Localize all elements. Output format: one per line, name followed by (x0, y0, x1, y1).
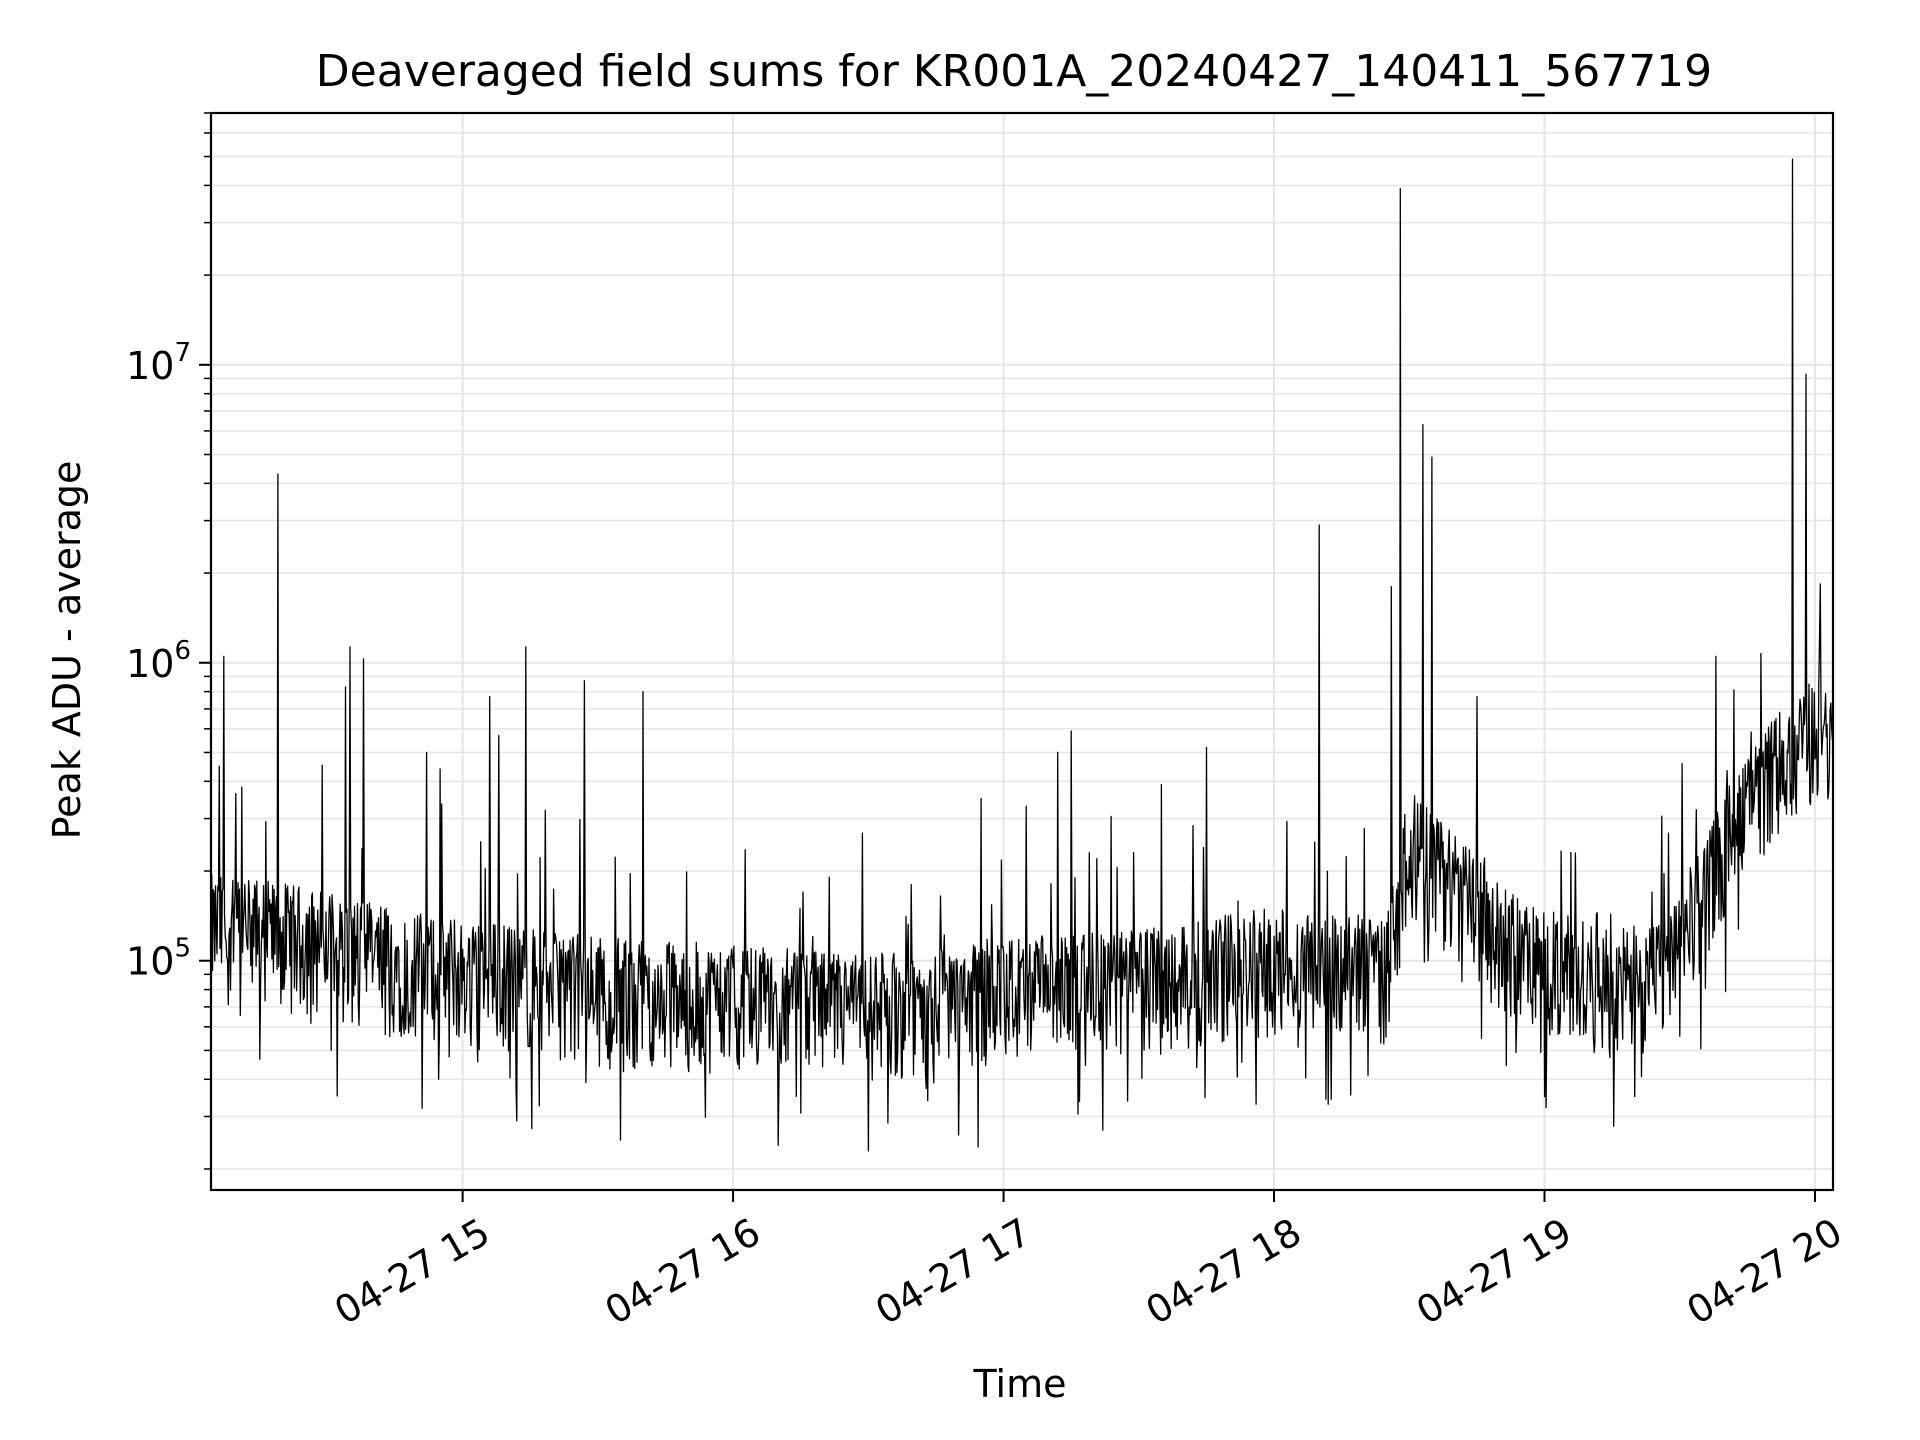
y-tick-label: 105 (126, 934, 191, 984)
grid (211, 112, 1833, 1190)
x-axis-label: Time (973, 1362, 1067, 1406)
x-tick-label: 04-27 16 (598, 1210, 768, 1334)
series-line (210, 158, 1834, 1152)
x-tick-label: 04-27 20 (1680, 1210, 1850, 1334)
chart-title: Deaveraged field sums for KR001A_2024042… (316, 46, 1712, 97)
y-axis-ticks: 105 106 107 (126, 112, 211, 1170)
x-tick-label: 04-27 19 (1409, 1210, 1579, 1334)
y-axis-label: Peak ADU - average (45, 461, 89, 840)
x-tick-label: 04-27 17 (868, 1210, 1038, 1334)
x-axis-ticks: 04-27 15 04-27 16 04-27 17 04-27 18 04-27 19… (327, 1190, 1849, 1333)
plot-frame (209, 111, 1835, 1192)
y-tick-label: 106 (126, 636, 191, 686)
series-line-path (210, 158, 1834, 1152)
x-tick-label: 04-27 18 (1139, 1210, 1309, 1334)
y-tick-label: 107 (126, 338, 191, 388)
x-tick-label: 04-27 15 (327, 1210, 497, 1334)
